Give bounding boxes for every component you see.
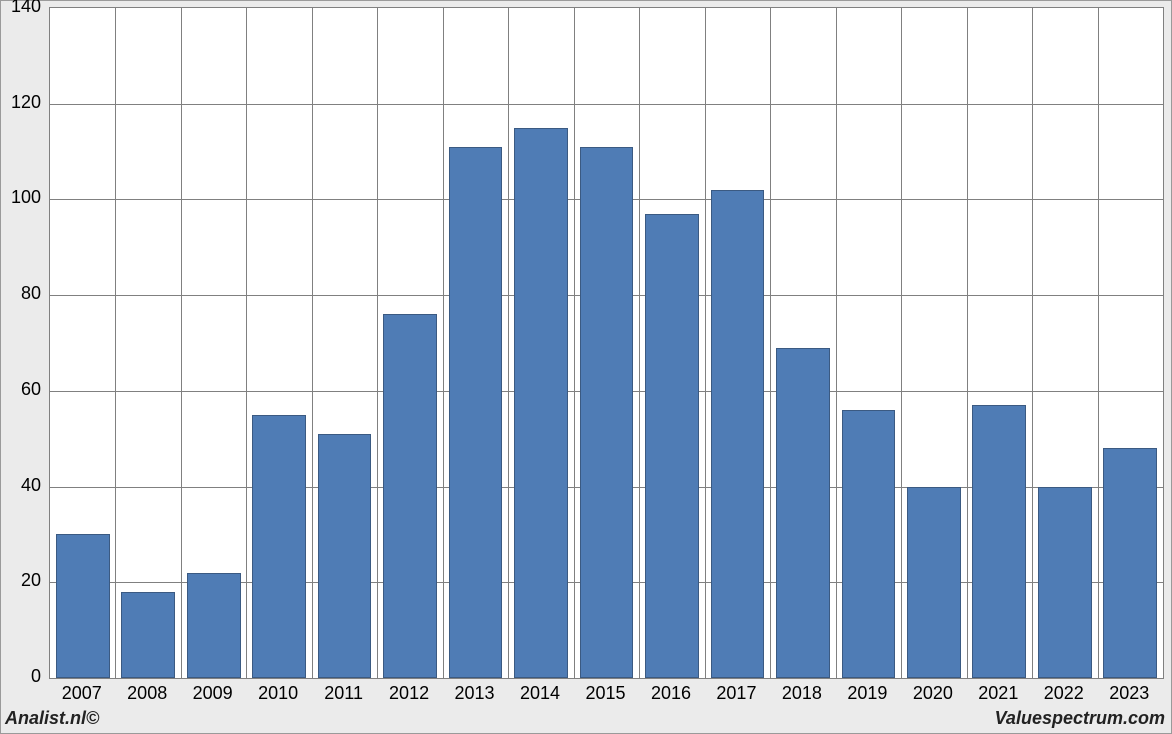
x-axis-tick-label: 2007 xyxy=(49,683,114,704)
gridline-vertical xyxy=(246,8,247,678)
bar xyxy=(842,410,896,678)
gridline-horizontal xyxy=(50,104,1163,105)
gridline-vertical xyxy=(836,8,837,678)
bar xyxy=(318,434,372,678)
y-axis-tick-label: 0 xyxy=(1,666,41,687)
gridline-vertical xyxy=(901,8,902,678)
gridline-vertical xyxy=(1098,8,1099,678)
x-axis-tick-label: 2008 xyxy=(114,683,179,704)
x-axis-tick-label: 2014 xyxy=(507,683,572,704)
bar xyxy=(514,128,568,678)
chart-plot-area xyxy=(49,7,1164,679)
y-axis-tick-label: 60 xyxy=(1,379,41,400)
gridline-vertical xyxy=(574,8,575,678)
x-axis-tick-label: 2023 xyxy=(1097,683,1162,704)
y-axis-tick-label: 40 xyxy=(1,475,41,496)
bar xyxy=(383,314,437,678)
x-axis-tick-label: 2015 xyxy=(573,683,638,704)
gridline-vertical xyxy=(508,8,509,678)
bar xyxy=(56,534,110,678)
x-axis-tick-label: 2022 xyxy=(1031,683,1096,704)
gridline-vertical xyxy=(377,8,378,678)
y-axis-tick-label: 120 xyxy=(1,92,41,113)
bar xyxy=(645,214,699,678)
x-axis-tick-label: 2013 xyxy=(442,683,507,704)
gridline-vertical xyxy=(312,8,313,678)
y-axis-tick-label: 140 xyxy=(1,0,41,17)
bar xyxy=(449,147,503,678)
x-axis-tick-label: 2016 xyxy=(638,683,703,704)
bar xyxy=(711,190,765,678)
y-axis-tick-label: 80 xyxy=(1,283,41,304)
gridline-vertical xyxy=(181,8,182,678)
gridline-vertical xyxy=(770,8,771,678)
x-axis-tick-label: 2021 xyxy=(966,683,1031,704)
bar xyxy=(121,592,175,678)
bar xyxy=(776,348,830,678)
bar xyxy=(907,487,961,678)
x-axis-tick-label: 2009 xyxy=(180,683,245,704)
bar xyxy=(1038,487,1092,678)
bar xyxy=(972,405,1026,678)
gridline-vertical xyxy=(115,8,116,678)
bar xyxy=(1103,448,1157,678)
y-axis-tick-label: 20 xyxy=(1,570,41,591)
footer-right-credit: Valuespectrum.com xyxy=(995,708,1165,729)
x-axis-tick-label: 2012 xyxy=(376,683,441,704)
gridline-vertical xyxy=(443,8,444,678)
gridline-vertical xyxy=(705,8,706,678)
gridline-vertical xyxy=(967,8,968,678)
bar xyxy=(252,415,306,678)
x-axis-tick-label: 2011 xyxy=(311,683,376,704)
gridline-vertical xyxy=(1032,8,1033,678)
x-axis-tick-label: 2018 xyxy=(769,683,834,704)
x-axis-tick-label: 2017 xyxy=(704,683,769,704)
bar xyxy=(580,147,634,678)
y-axis-tick-label: 100 xyxy=(1,187,41,208)
bar xyxy=(187,573,241,678)
gridline-vertical xyxy=(639,8,640,678)
chart-outer-frame: Analist.nl© Valuespectrum.com 0 20 40 60 80 1… xyxy=(0,0,1172,734)
footer-left-credit: Analist.nl© xyxy=(5,708,99,729)
x-axis-tick-label: 2020 xyxy=(900,683,965,704)
x-axis-tick-label: 2019 xyxy=(835,683,900,704)
x-axis-tick-label: 2010 xyxy=(245,683,310,704)
